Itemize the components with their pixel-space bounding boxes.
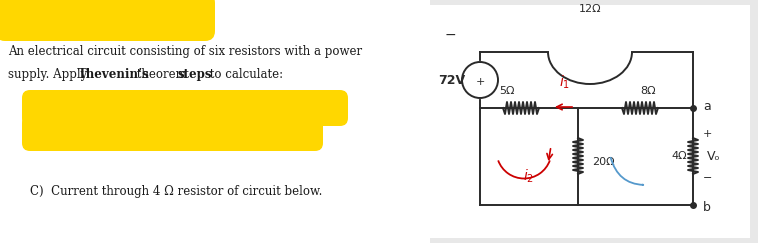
Text: 5Ω: 5Ω [500,86,515,96]
Text: −: − [444,28,456,42]
Text: $i_1$: $i_1$ [559,74,571,91]
Text: $i_2$: $i_2$ [524,168,534,185]
Text: b: b [703,200,711,214]
Text: C)  Current through 4 Ω resistor of circuit below.: C) Current through 4 Ω resistor of circu… [30,185,322,198]
Text: 8Ω: 8Ω [641,86,656,96]
Text: Vₒ: Vₒ [707,149,721,163]
FancyBboxPatch shape [22,90,348,126]
FancyBboxPatch shape [22,115,323,151]
Text: 20Ω: 20Ω [592,157,615,167]
FancyBboxPatch shape [0,0,215,41]
Text: −: − [703,173,713,183]
Text: 72V: 72V [438,73,465,87]
Text: +: + [475,77,484,87]
Text: 4Ω: 4Ω [671,151,687,161]
Text: to calculate:: to calculate: [205,68,283,81]
Text: theorem: theorem [133,68,190,81]
Text: steps: steps [178,68,212,81]
Text: Thevenin’s: Thevenin’s [78,68,150,81]
Text: +: + [703,129,713,139]
Text: 12Ω: 12Ω [578,4,601,14]
FancyArrowPatch shape [611,158,644,185]
Text: a: a [703,99,711,113]
FancyBboxPatch shape [430,5,750,238]
Text: An electrical circuit consisting of six resistors with a power: An electrical circuit consisting of six … [8,45,362,58]
Text: supply. Apply: supply. Apply [8,68,91,81]
FancyBboxPatch shape [0,0,430,243]
